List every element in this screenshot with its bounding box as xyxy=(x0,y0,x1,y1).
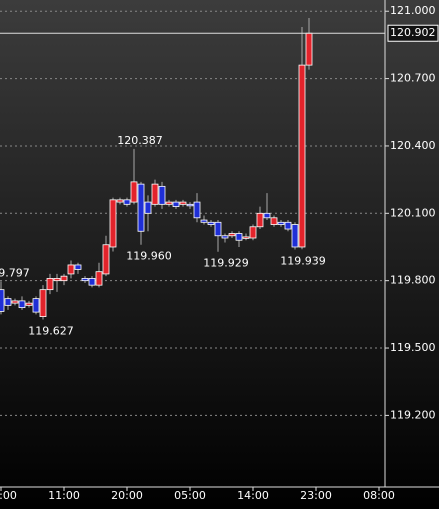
candle-body xyxy=(256,212,264,228)
x-tick-label: 20:00 xyxy=(111,489,143,502)
x-tick-label: 02:00 xyxy=(0,489,17,502)
candle-body xyxy=(277,221,285,225)
y-tick-label: 119.200 xyxy=(390,408,436,421)
candle-body xyxy=(242,236,250,239)
y-tick-label: 120.100 xyxy=(390,206,436,219)
y-tick-label: 119.800 xyxy=(390,274,436,287)
candle-body xyxy=(291,224,299,248)
x-tick-label: 14:00 xyxy=(237,489,269,502)
candle-body xyxy=(74,264,82,270)
candle-body xyxy=(88,278,96,286)
candle-body xyxy=(11,300,19,304)
x-tick-label: 23:00 xyxy=(300,489,332,502)
candle-body xyxy=(214,221,222,237)
low-label: 119.960 xyxy=(126,250,172,263)
low-label: 119.627 xyxy=(28,325,74,338)
y-tick-label: 120.700 xyxy=(390,72,436,85)
candle-body xyxy=(102,244,110,275)
candle-body xyxy=(235,233,243,241)
candle-body xyxy=(221,235,229,239)
candle-body xyxy=(137,183,145,232)
candle-body xyxy=(249,226,257,239)
candle-body xyxy=(81,278,89,282)
candle-body xyxy=(186,203,194,207)
x-tick-label: 05:00 xyxy=(174,489,206,502)
candle-body xyxy=(200,219,208,223)
candle-body xyxy=(284,221,292,230)
candle-body xyxy=(18,300,26,309)
candle-body xyxy=(25,302,33,306)
candle-body xyxy=(228,233,236,237)
candle-body xyxy=(263,212,271,219)
x-tick-label: 08:00 xyxy=(363,489,395,502)
candle-body xyxy=(109,199,117,248)
candle-body xyxy=(151,183,159,205)
candle-body xyxy=(270,217,278,225)
candle-body xyxy=(130,181,138,203)
low-label: 119.929 xyxy=(203,257,249,270)
candle-body xyxy=(0,289,5,312)
candle-body xyxy=(193,201,201,219)
candle-body xyxy=(53,278,61,282)
candle-body xyxy=(207,221,215,225)
candle-body xyxy=(305,32,313,66)
candle-body xyxy=(165,201,173,205)
current-price-label: 120.902 xyxy=(390,26,436,39)
high-label: 120.387 xyxy=(117,134,163,147)
candle-body xyxy=(123,199,131,205)
y-tick-label: 119.500 xyxy=(390,341,436,354)
candle-body xyxy=(116,199,124,203)
y-tick-label: 121.000 xyxy=(390,4,436,17)
y-tick-label: 120.400 xyxy=(390,139,436,152)
candle-body xyxy=(95,271,103,286)
x-tick-label: 11:00 xyxy=(48,489,80,502)
high-label: 119.797 xyxy=(0,266,30,279)
candle-body xyxy=(4,298,12,306)
low-label: 119.939 xyxy=(280,254,326,267)
candle-body xyxy=(67,264,75,275)
candle-body xyxy=(39,289,47,317)
candle-body xyxy=(144,201,152,214)
candle-body xyxy=(158,185,166,205)
candle-body xyxy=(298,64,306,248)
candle-body xyxy=(32,298,40,313)
candle-body xyxy=(172,201,180,207)
candle-body xyxy=(179,201,187,205)
candle-body xyxy=(46,278,54,291)
candle-body xyxy=(60,275,68,282)
current-price-box xyxy=(387,24,439,42)
